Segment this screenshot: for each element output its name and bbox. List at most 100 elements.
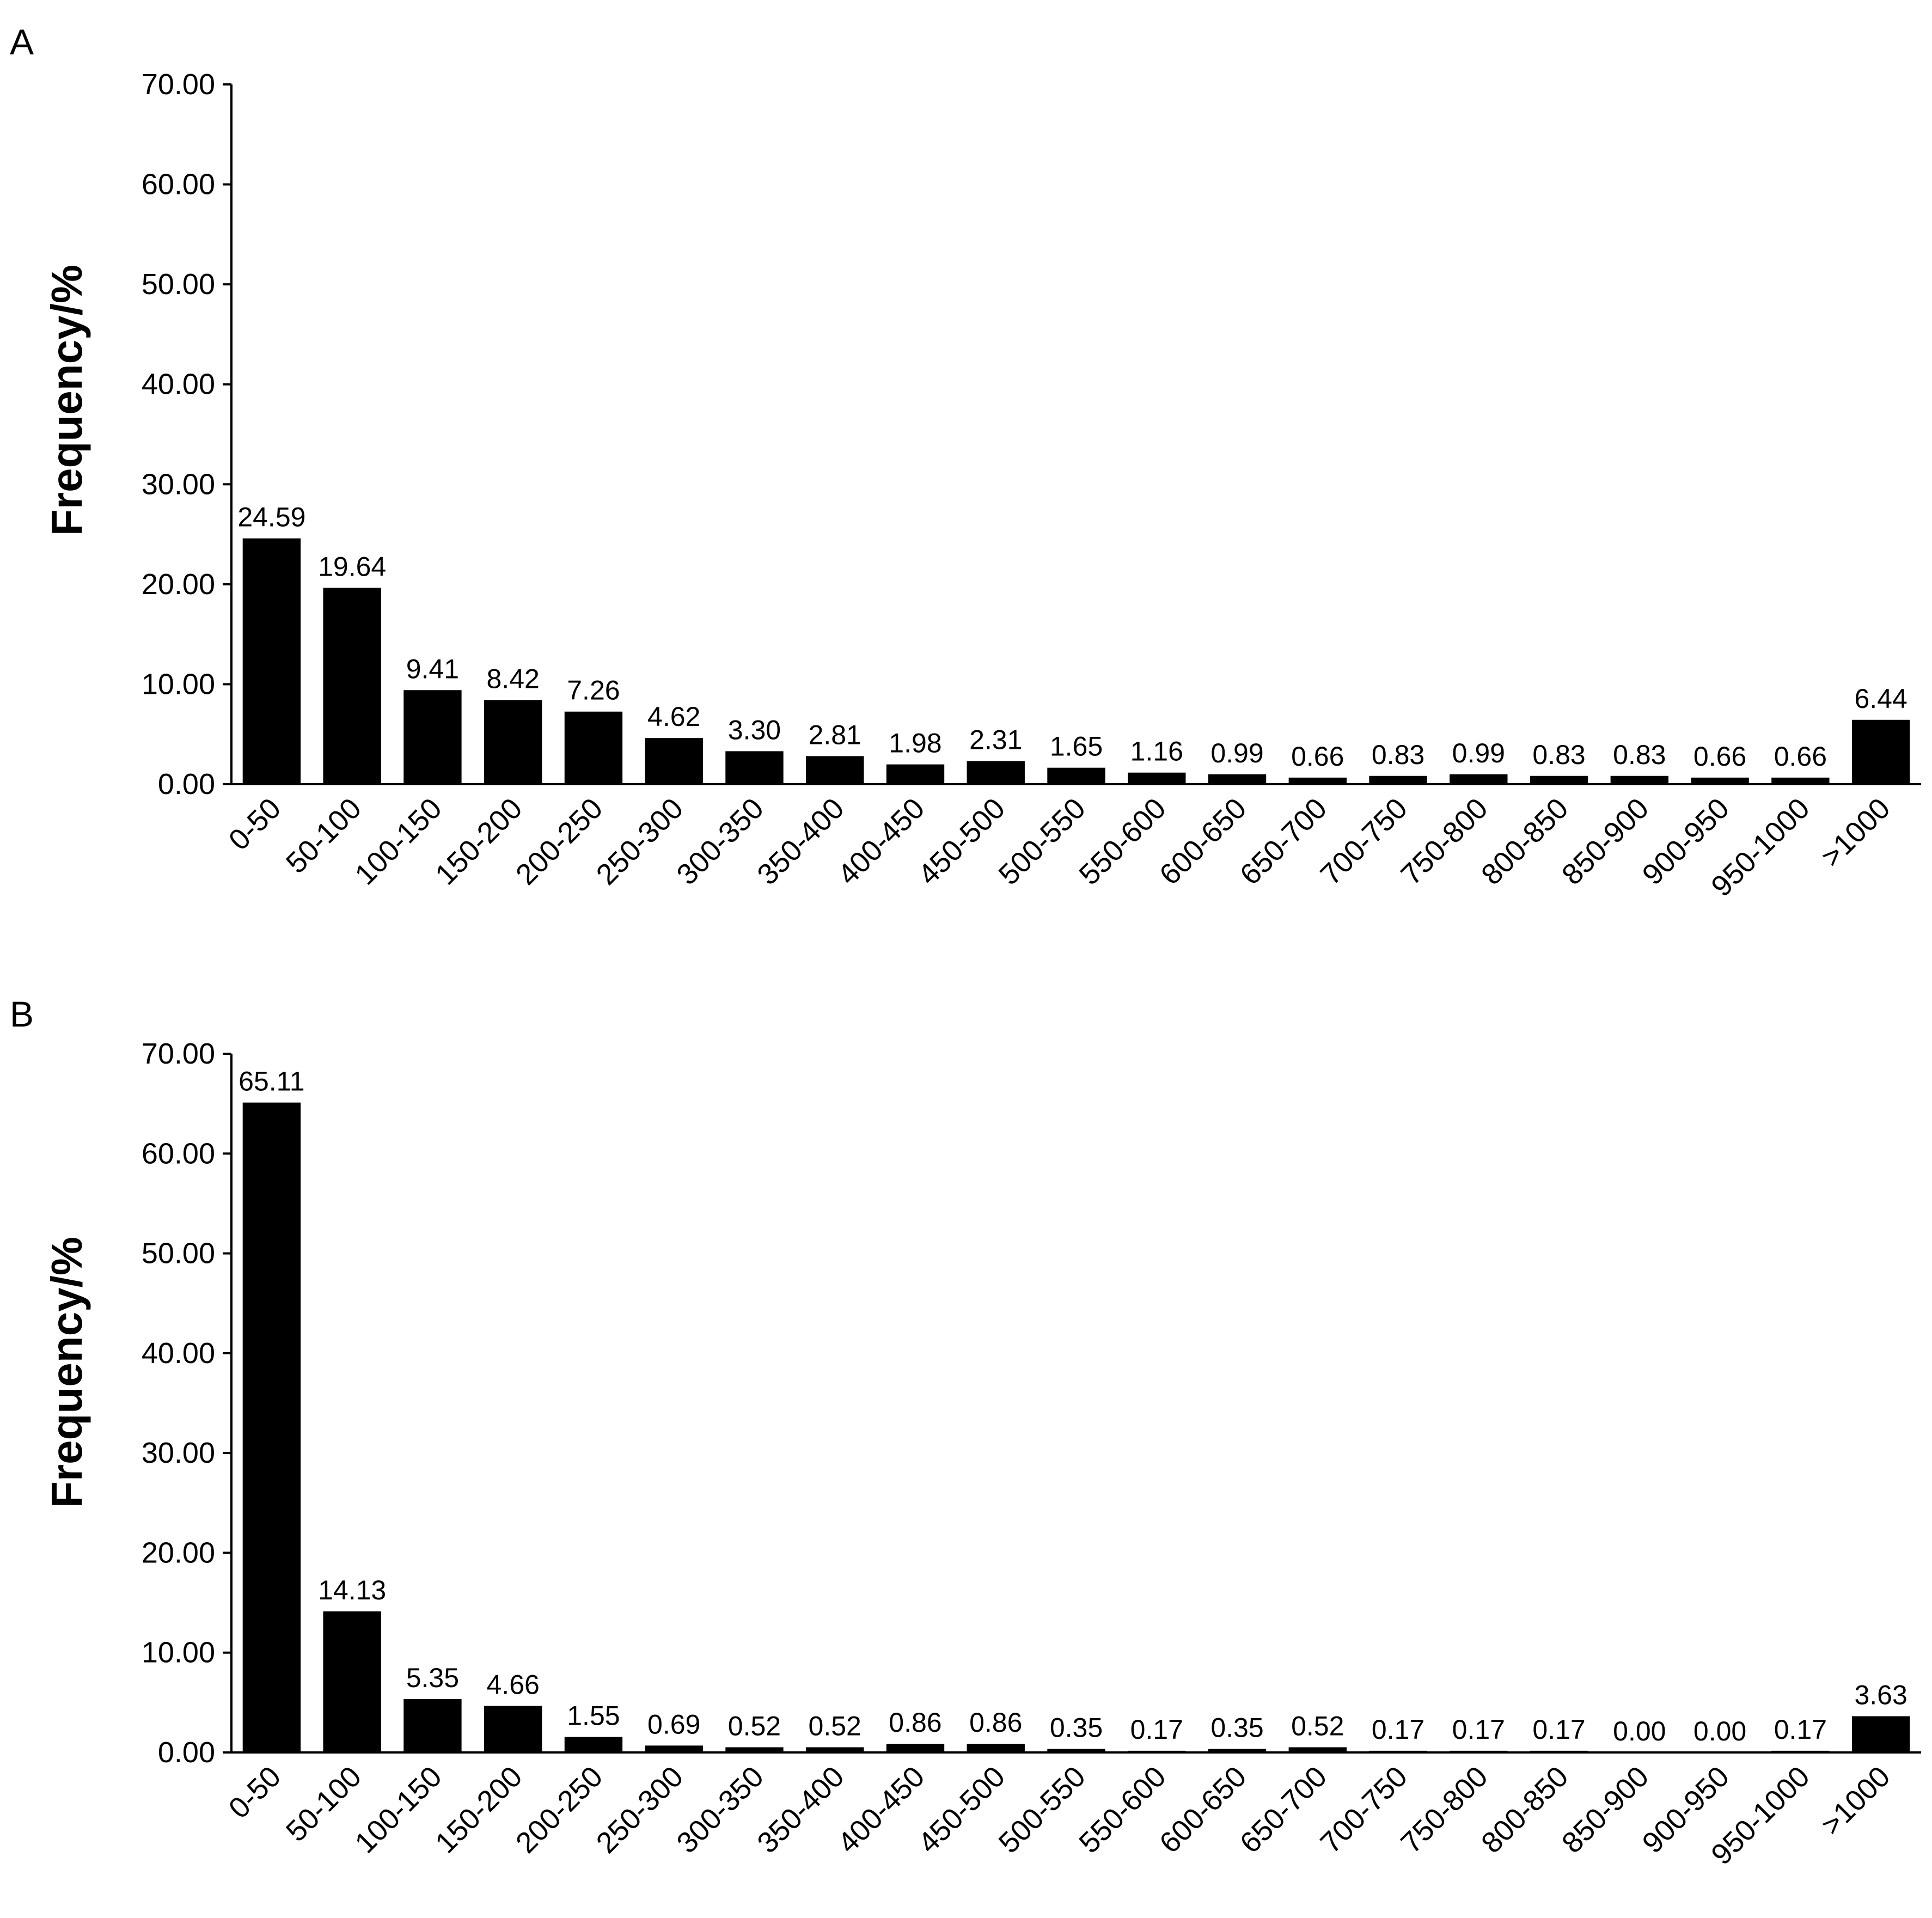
- y-tick-label: 30.00: [142, 468, 215, 500]
- bar: [403, 1699, 462, 1752]
- y-tick-label: 70.00: [142, 1037, 215, 1070]
- bar: [1288, 777, 1347, 784]
- bar: [1047, 767, 1105, 784]
- data-label: 0.66: [1774, 741, 1827, 772]
- bar: [645, 1745, 703, 1752]
- category-label: 300-350: [670, 792, 770, 891]
- y-ticks-a: 0.00 10.00 20.00 30.00 40.00 50.00 60.00 70.00: [142, 68, 231, 801]
- category-label: 500-550: [992, 792, 1092, 891]
- data-label: 1.65: [1050, 731, 1103, 762]
- data-label: 0.17: [1774, 1714, 1827, 1745]
- y-tick-label: 20.00: [142, 568, 215, 601]
- category-label: 150-200: [429, 792, 529, 891]
- y-tick-label: 50.00: [142, 268, 215, 301]
- data-label: 0.66: [1693, 741, 1746, 772]
- y-tick-label: 50.00: [142, 1237, 215, 1270]
- bar: [484, 1706, 542, 1752]
- category-label: 650-700: [1234, 792, 1334, 891]
- bar: [1851, 719, 1910, 784]
- data-label: 1.98: [889, 728, 941, 759]
- data-label: 2.31: [969, 725, 1022, 755]
- y-tick-label: 30.00: [142, 1437, 215, 1469]
- category-labels-a: 0-5050-100100-150150-200200-250250-30030…: [223, 792, 1897, 903]
- data-label: 5.35: [406, 1663, 459, 1693]
- data-label: 0.17: [1130, 1714, 1183, 1745]
- data-label: 0.86: [969, 1707, 1022, 1738]
- data-label: 0.66: [1291, 741, 1344, 772]
- data-label: 0.83: [1372, 740, 1424, 770]
- category-label: 100-150: [349, 1760, 448, 1860]
- category-label: 650-700: [1234, 1760, 1334, 1860]
- data-label: 0.69: [647, 1709, 700, 1739]
- category-label: >1000: [1815, 792, 1897, 874]
- category-label: 350-400: [751, 1760, 851, 1860]
- bar: [1208, 1749, 1267, 1752]
- category-label: 0-50: [223, 1760, 288, 1825]
- category-label: 450-500: [912, 792, 1012, 891]
- y-tick-label: 40.00: [142, 1337, 215, 1370]
- y-axis-title-b: Frequency/%: [42, 1237, 91, 1508]
- data-label: 19.64: [318, 551, 386, 582]
- y-tick-label: 10.00: [142, 668, 215, 700]
- category-label: 700-750: [1314, 792, 1414, 891]
- data-label: 0.52: [809, 1711, 861, 1741]
- data-label: 0.17: [1452, 1714, 1505, 1745]
- category-label: 500-550: [992, 1760, 1092, 1860]
- bar: [806, 756, 864, 784]
- data-label: 24.59: [237, 502, 305, 533]
- category-label: 550-600: [1073, 1760, 1172, 1860]
- chart-panel-a: A Frequency/% 0.00 10.00 20.00 30.00 40.00 50…: [10, 22, 1921, 903]
- panel-label-a: A: [10, 22, 34, 62]
- data-label: 0.35: [1050, 1713, 1103, 1743]
- bar: [403, 690, 462, 784]
- category-label: 0-50: [223, 792, 288, 857]
- data-label: 0.86: [889, 1707, 941, 1738]
- category-labels-b: 0-5050-100100-150150-200200-250250-30030…: [223, 1760, 1897, 1871]
- data-label: 4.66: [487, 1670, 540, 1700]
- value-labels-a: 24.59 19.64 9.41 8.42 7.26 4.62 3.30 2.81 1.98 2.…: [237, 502, 1907, 772]
- bar: [1288, 1747, 1347, 1752]
- bar: [1610, 775, 1669, 784]
- category-label: 600-650: [1153, 1760, 1253, 1860]
- y-tick-label: 60.00: [142, 168, 215, 201]
- data-label: 0.83: [1613, 740, 1666, 770]
- category-label: 800-850: [1475, 792, 1575, 891]
- bar: [1771, 777, 1830, 784]
- bar: [1128, 772, 1186, 784]
- data-label: 0.52: [728, 1711, 781, 1741]
- data-label: 1.55: [567, 1701, 620, 1731]
- bar: [242, 538, 301, 784]
- y-tick-label: 10.00: [142, 1636, 215, 1669]
- category-label: 700-750: [1314, 1760, 1414, 1860]
- category-label: 850-900: [1556, 1760, 1655, 1860]
- data-label: 0.99: [1452, 738, 1505, 768]
- data-label: 0.17: [1532, 1714, 1585, 1745]
- category-label: 400-450: [832, 792, 931, 891]
- bar: [1208, 774, 1267, 784]
- y-tick-label: 70.00: [142, 68, 215, 101]
- axes-a: [230, 84, 1921, 785]
- data-label: 0.83: [1532, 740, 1585, 770]
- bar: [323, 588, 381, 784]
- y-tick-label: 60.00: [142, 1137, 215, 1170]
- category-label: 100-150: [349, 792, 448, 891]
- bar: [645, 738, 703, 784]
- category-label: 250-300: [590, 1760, 690, 1860]
- category-label: 200-250: [510, 1760, 609, 1860]
- bar: [967, 1744, 1025, 1752]
- category-label: 750-800: [1395, 792, 1494, 891]
- bar: [1450, 774, 1508, 784]
- data-label: 9.41: [406, 653, 459, 684]
- data-label: 4.62: [647, 701, 700, 732]
- bar: [1691, 777, 1749, 784]
- y-tick-label: 20.00: [142, 1536, 215, 1569]
- bar: [725, 1747, 784, 1752]
- category-label: 550-600: [1073, 792, 1172, 891]
- bars-b: [242, 1102, 1910, 1752]
- bar: [1530, 775, 1588, 784]
- bars-a: [242, 538, 1910, 784]
- data-label: 0.52: [1291, 1711, 1344, 1741]
- axes-b: [230, 1054, 1921, 1754]
- data-label: 8.42: [487, 663, 540, 694]
